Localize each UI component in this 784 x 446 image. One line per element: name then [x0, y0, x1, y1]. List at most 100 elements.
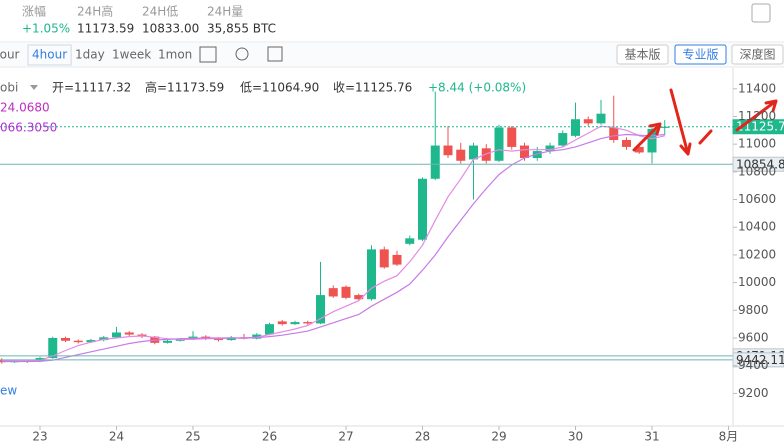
stat-label: 24H量 [207, 5, 243, 19]
stat-value: 11173.59 [77, 22, 134, 36]
y-tick-label: 9200 [738, 386, 769, 400]
x-tick-label: 29 [491, 430, 506, 444]
arrow [735, 99, 778, 132]
arrow [698, 129, 713, 145]
price-tag [732, 352, 784, 368]
period-tab[interactable]: 1week [112, 48, 151, 62]
stat-label: 24H低 [142, 5, 178, 19]
period-tab[interactable]: 1mon [158, 48, 192, 62]
candle-body [367, 249, 376, 300]
candle-body [303, 322, 313, 324]
candle-body [354, 295, 364, 300]
candle-body [48, 338, 58, 359]
x-tick-label: 24 [109, 430, 124, 444]
candle-body [660, 126, 670, 128]
x-tick-label: 8月 [719, 430, 739, 444]
candle-body [418, 178, 427, 240]
collapse-icon[interactable] [751, 3, 771, 23]
settings-icon[interactable] [235, 47, 249, 61]
candle-body [520, 145, 529, 158]
view-button-label[interactable]: 专业版 [682, 47, 718, 62]
candle-body [583, 119, 593, 124]
period-tab[interactable]: 1day [75, 48, 105, 62]
candle-body [341, 286, 351, 298]
period-tab-selected [27, 44, 72, 66]
y-tick-label: 9600 [738, 331, 769, 345]
candle-body [596, 113, 606, 124]
ma-line [1, 133, 665, 363]
view-button[interactable] [731, 44, 784, 65]
candle-body [634, 146, 644, 153]
symbol: obi [0, 81, 18, 95]
watermark: ew [0, 384, 17, 398]
header-bg [0, 0, 784, 42]
candle-body [252, 334, 262, 339]
ohlc-info: 收=11125.76 [333, 81, 412, 95]
arrow [632, 122, 662, 152]
candle-body [456, 149, 466, 161]
ma-label: 066.3050 [0, 121, 57, 135]
candle-body [469, 145, 478, 160]
candle-body [290, 322, 300, 325]
candle-body [532, 151, 542, 158]
candle-body [61, 338, 70, 341]
x-tick-label: 31 [644, 430, 659, 444]
candle-body [226, 337, 236, 341]
view-button-label[interactable]: 基本版 [624, 48, 660, 62]
ma-label: 24.0680 [0, 101, 50, 115]
price-tag [732, 156, 784, 172]
candle-body [163, 340, 172, 343]
x-tick-label: 28 [415, 430, 430, 444]
y-tick-label: 10000 [738, 275, 776, 289]
x-tick-label: 23 [32, 430, 47, 444]
candle-body [558, 133, 568, 146]
screenshot-icon[interactable] [267, 46, 283, 62]
stat-label: 24H高 [77, 4, 113, 19]
candle-body [609, 127, 619, 140]
period-tab[interactable]: hour [0, 48, 20, 62]
stat-value: +1.05% [22, 22, 70, 36]
candle-body [86, 340, 96, 343]
candle-body [316, 295, 325, 324]
y-tick-label: 10200 [738, 247, 776, 261]
y-tick-label: 11400 [738, 81, 776, 95]
price-tag-label: 9442.11 [736, 353, 784, 367]
candle-body [443, 145, 453, 156]
candle-body [545, 145, 555, 152]
x-tick-label: 27 [338, 430, 353, 444]
candle-body [175, 339, 185, 341]
view-button[interactable] [674, 44, 727, 65]
candle-body [494, 127, 504, 161]
y-tick-label: 9800 [738, 303, 769, 317]
ohlc-info: 高=11173.59 [145, 80, 224, 95]
x-tick-label: 30 [568, 430, 583, 444]
dropdown-caret[interactable] [30, 85, 38, 90]
candle-body [405, 238, 415, 244]
candle-body [112, 332, 121, 338]
candle-body [481, 148, 491, 161]
candle-body [430, 145, 440, 179]
y-tick-label: 10400 [738, 220, 776, 234]
arrow [669, 88, 692, 156]
ma-line [1, 125, 665, 362]
indicator-icon[interactable] [199, 46, 217, 63]
y-tick-label: 11200 [738, 109, 776, 123]
candle-body [647, 128, 657, 153]
stat-label: 涨幅 [22, 4, 46, 19]
view-button-label[interactable]: 深度图 [739, 47, 775, 62]
x-tick-label: 26 [262, 430, 277, 444]
ohlc-info: 开=11117.32 [52, 81, 131, 95]
price-tag-label: 10854.86 [736, 157, 784, 171]
candle-body [277, 321, 287, 325]
y-tick-label: 10800 [738, 164, 776, 178]
view-button[interactable] [616, 44, 669, 65]
ohlc-info: 低=11064.90 [240, 81, 319, 95]
candle-body [99, 337, 109, 341]
candle-body [622, 140, 631, 147]
candle-body [379, 249, 389, 268]
y-tick-label: 10600 [738, 192, 776, 206]
period-tab[interactable]: 4hour [32, 48, 67, 62]
candle-body [73, 340, 83, 343]
